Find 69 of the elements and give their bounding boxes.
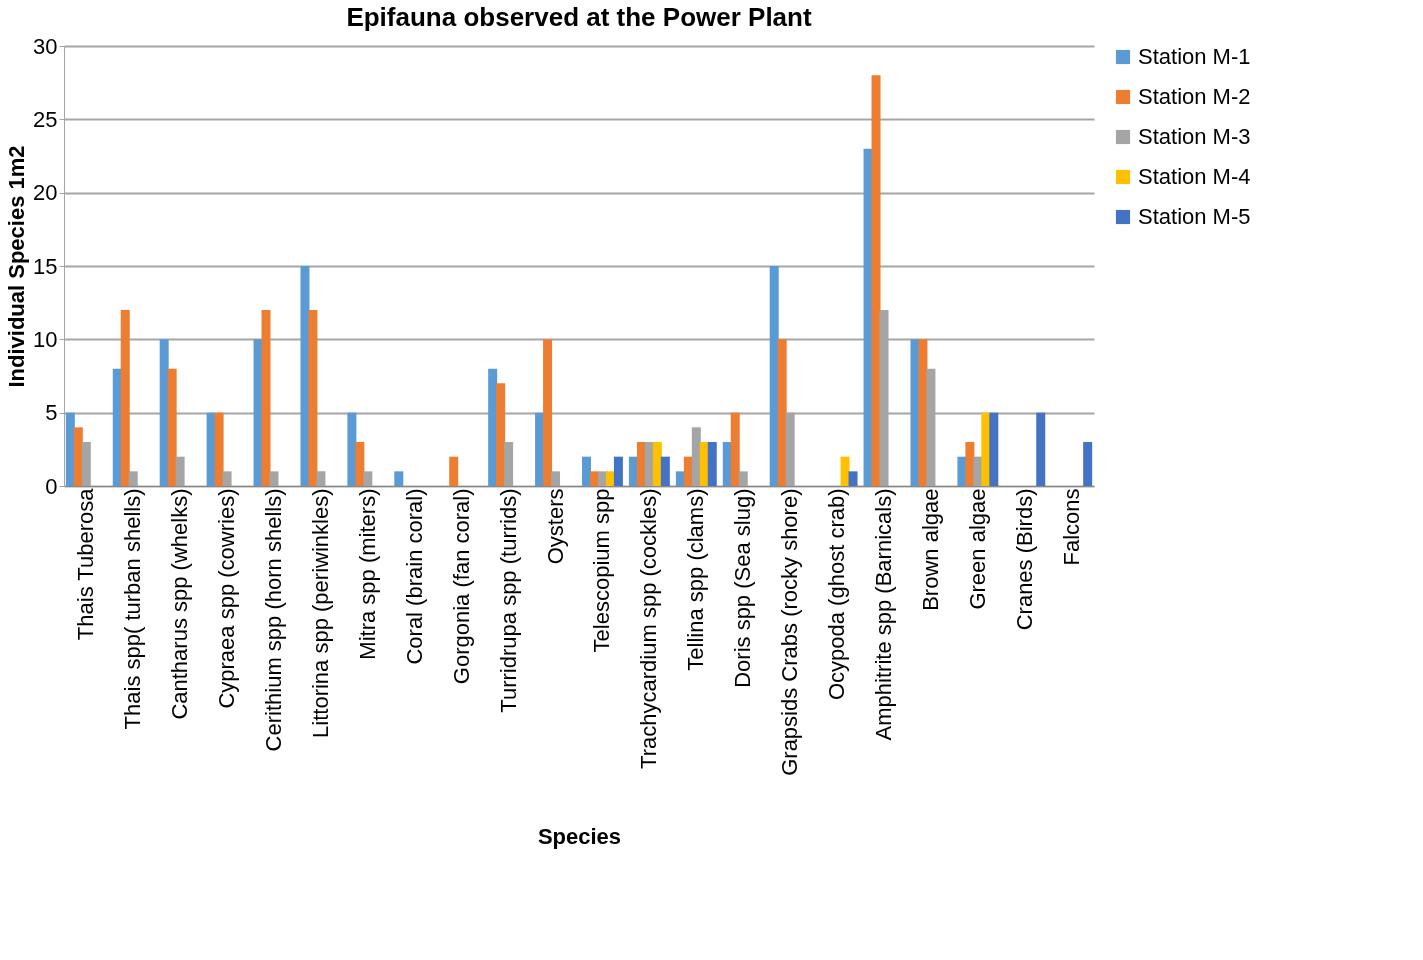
bar [840,456,850,486]
x-axis-title: Species [537,823,622,849]
bar [65,412,75,486]
x-tick-label: Grapsids Crabs (rocky shore) [777,488,803,776]
x-tick-label: Tellina spp (clams) [683,488,709,671]
bar [449,456,459,486]
x-tick-label: Oysters [542,488,568,565]
bar [496,383,506,486]
x-tick-label: Doris spp (Sea slug) [730,488,756,688]
bar [120,310,130,486]
x-tick-label: Falcons [1058,488,1084,566]
bar [965,442,975,486]
bar [652,442,662,486]
bar [1036,412,1046,486]
y-tick-label: 0 [45,473,58,499]
legend-label: Station M-4 [1138,164,1251,189]
x-tick-label: Thais Tuberosa [73,487,99,641]
bar [769,266,779,486]
bar [394,471,404,486]
x-tick-label: Cranes (Birds) [1011,488,1037,631]
bar [488,368,498,486]
y-tick-label: 30 [33,33,58,59]
bar [707,442,717,486]
y-axis-title: Individual Species 1m2 [4,145,30,388]
x-tick-label: Cerithium spp (horn shells) [260,488,286,752]
bar [871,75,881,486]
legend-label: Station M-3 [1138,124,1251,149]
x-tick-label: Cypraea spp (cowries) [214,488,240,709]
bar [300,266,310,486]
bar [167,368,177,486]
bar [918,339,928,486]
x-tick-label: Telescopium spp [589,488,615,653]
x-tick-label: Brown algae [917,488,943,611]
bar [777,339,787,486]
y-tick-label: 25 [33,106,58,132]
y-tick-label: 15 [33,253,58,279]
x-tick-label: Turridrupa spp (turrids) [495,488,521,713]
legend-label: Station M-1 [1138,44,1251,69]
x-tick-label: Amphitrite spp (Barnicals) [871,488,897,741]
bar [1083,442,1093,486]
x-tick-label: Gorgonia (fan coral) [448,488,474,685]
bar [308,310,318,486]
bar [730,412,740,486]
y-tick-label: 20 [33,180,58,206]
bar [159,339,169,486]
bar [214,412,224,486]
x-tick-label: Green algae [964,488,990,610]
bar [848,471,858,486]
y-tick-label: 10 [33,326,58,352]
x-tick-label: Thais spp( turban shells) [120,488,146,730]
x-tick-label: Ocypoda (ghost crab) [824,488,850,701]
bar [73,427,83,486]
bar [355,442,365,486]
bar [543,339,553,486]
x-tick-label: Littorina spp (periwinkles) [307,488,333,738]
legend-label: Station M-2 [1138,84,1251,109]
bar [261,310,271,486]
x-tick-label: Cantharus spp (whelks) [167,488,193,720]
x-tick-label: Coral (brain coral) [401,488,427,665]
y-tick-label: 5 [45,400,58,426]
bar [989,412,999,486]
bar [613,456,623,486]
bar [582,456,592,486]
legend-label: Station M-5 [1138,204,1251,229]
chart-title: Epifauna observed at the Power Plant [346,2,812,32]
bar [347,412,357,486]
x-tick-label: Trachycardium spp (cockles) [636,488,662,769]
bar [660,456,670,486]
x-tick-label: Mitra spp (miters) [354,488,380,660]
